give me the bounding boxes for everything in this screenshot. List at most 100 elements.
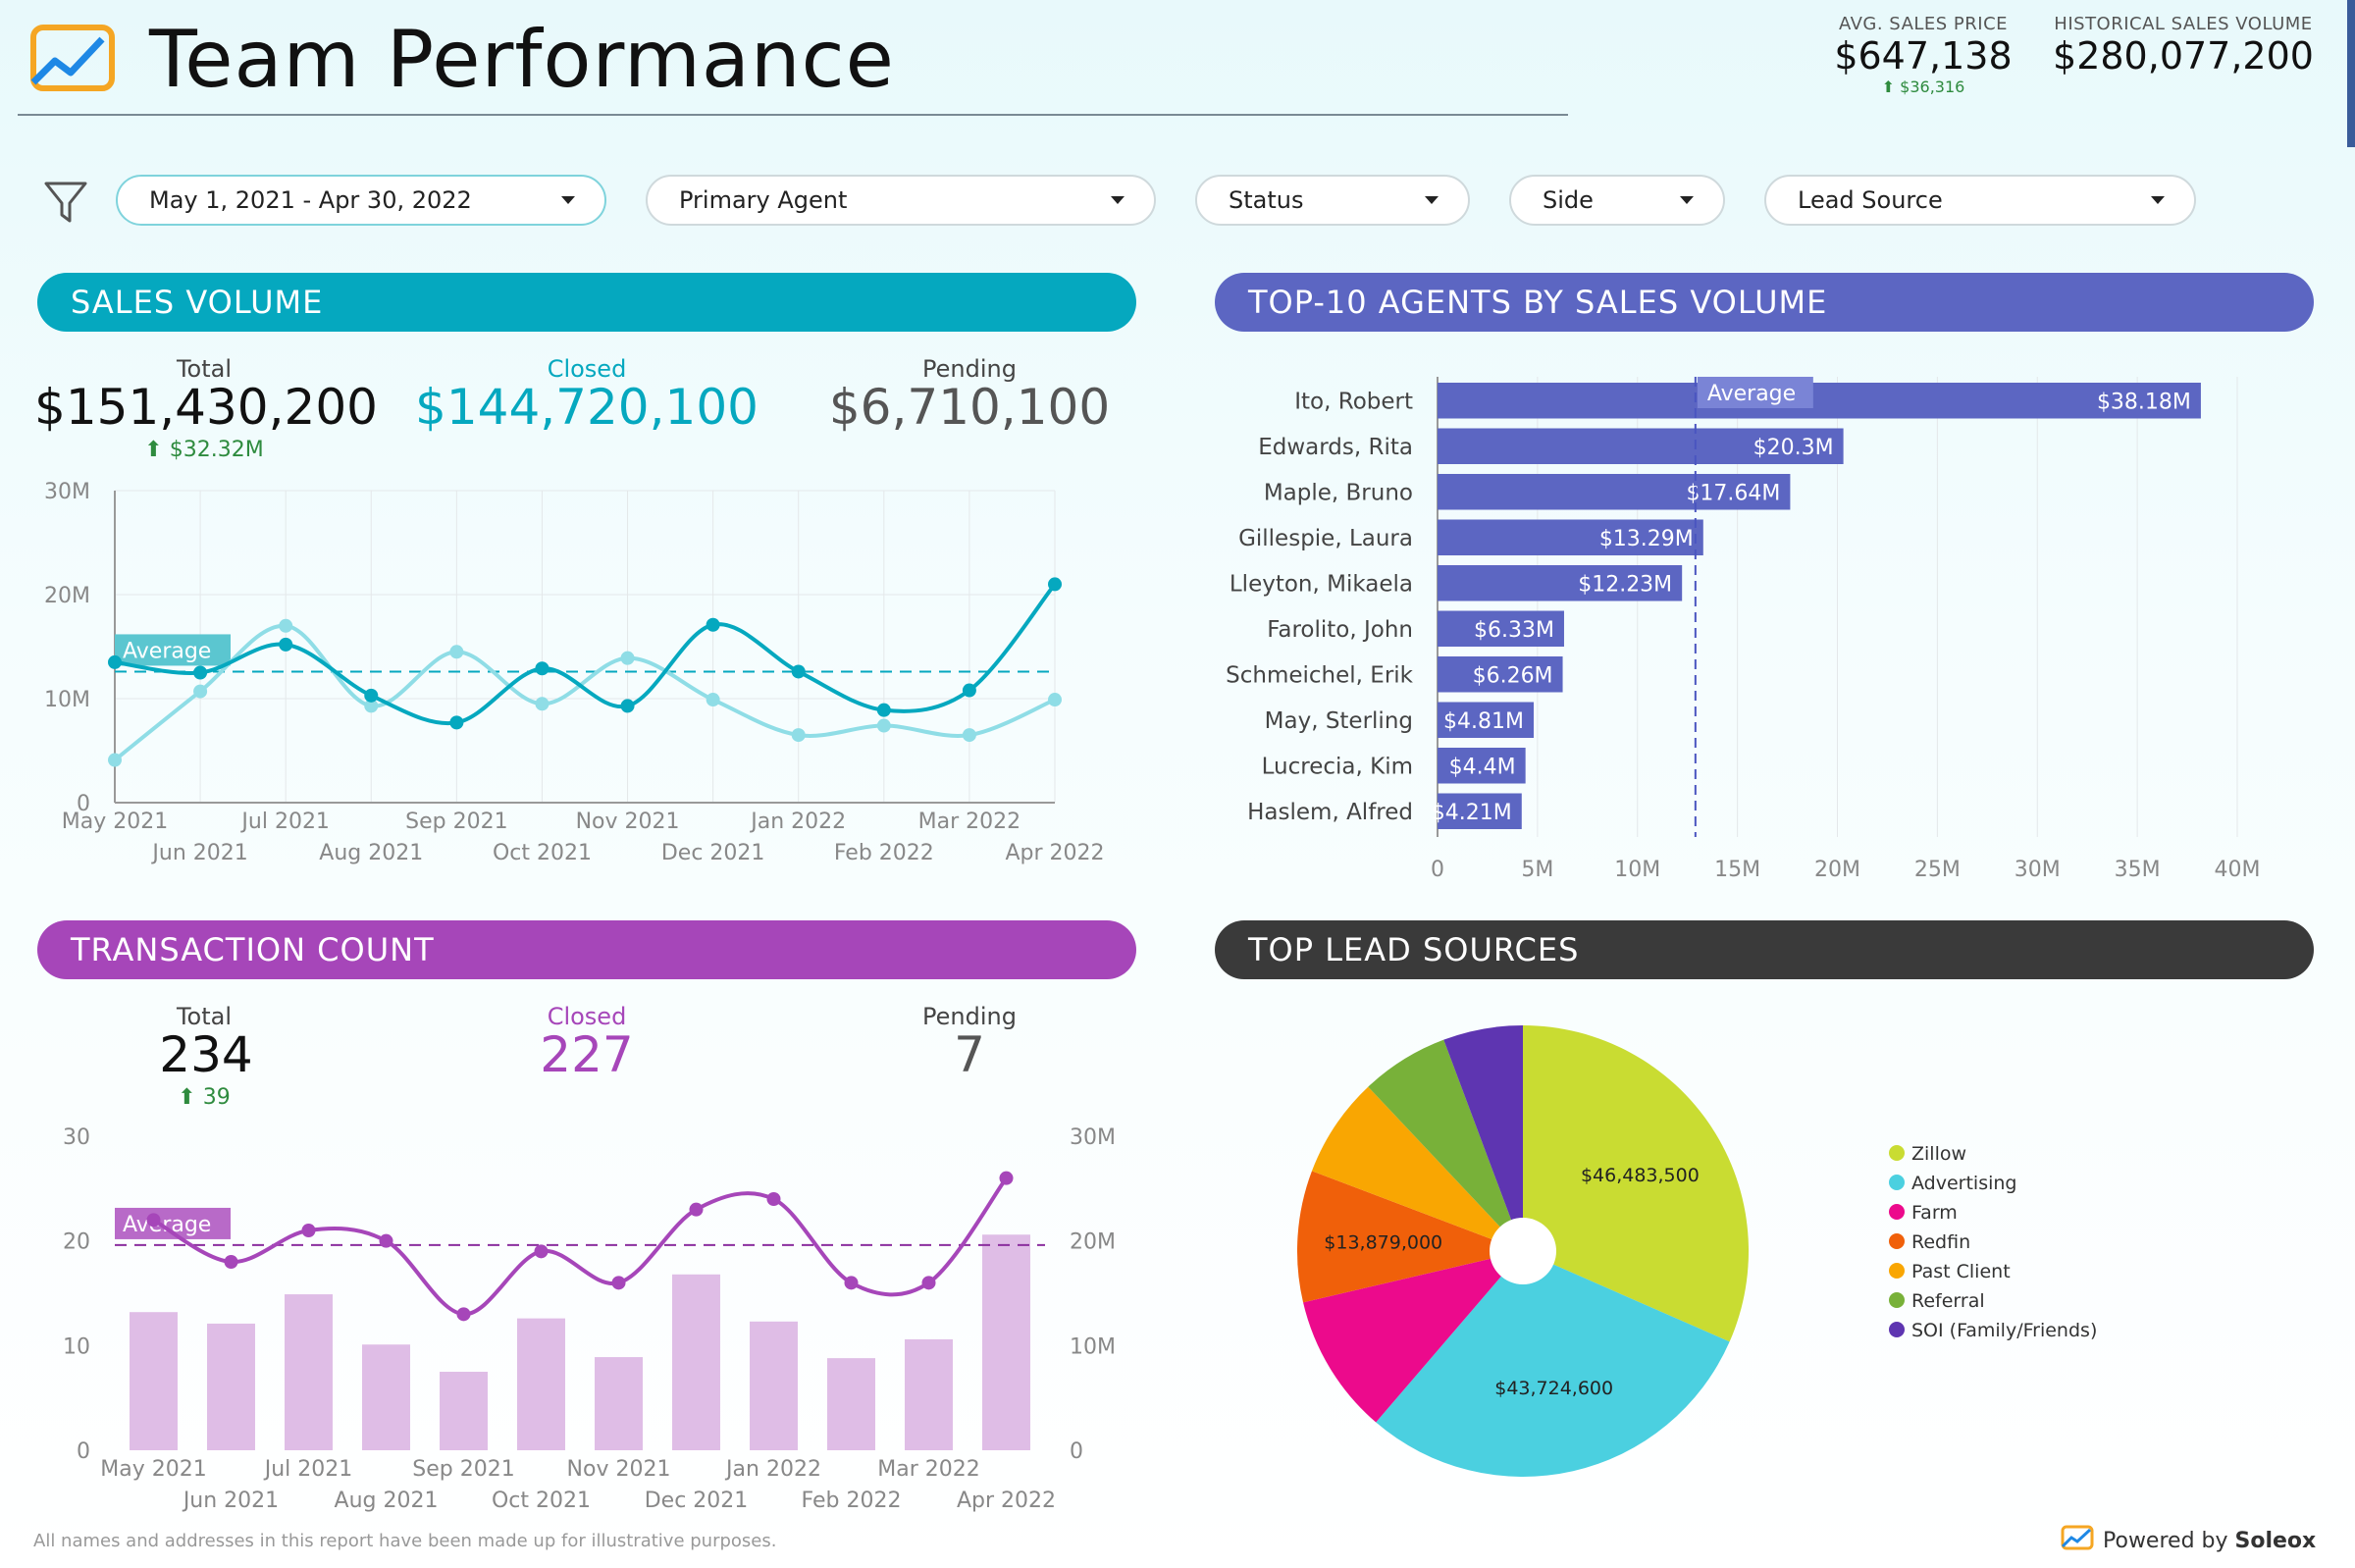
data-point <box>962 728 976 743</box>
x-tick-label: 5M <box>1521 858 1553 882</box>
x-tick-label: 30M <box>2015 858 2061 882</box>
pie-slice <box>1523 1025 1749 1342</box>
sv-pending-label: Pending <box>922 355 1017 383</box>
page-title: Team Performance <box>149 14 895 105</box>
bar <box>1438 748 1526 784</box>
soleox-logo-icon <box>2061 1525 2096 1558</box>
y-tick-label-left: 10 <box>63 1334 90 1359</box>
tc-total-delta: ⬆ 39 <box>57 1085 351 1110</box>
slice-label: $13,879,000 <box>1324 1232 1442 1254</box>
side-filter[interactable]: Side <box>1509 175 1725 226</box>
data-point <box>224 1255 238 1269</box>
x-tick-label: Mar 2022 <box>877 1457 980 1482</box>
series-line-2 <box>113 623 1056 762</box>
data-point <box>364 688 379 703</box>
date-range-filter[interactable]: May 1, 2021 - Apr 30, 2022 <box>116 175 606 226</box>
average-badge <box>1697 377 1813 408</box>
status-filter[interactable]: Status <box>1195 175 1470 226</box>
y-tick-label-right: 30M <box>1070 1125 1116 1150</box>
slice-label: $46,483,500 <box>1581 1165 1700 1186</box>
bar <box>982 1234 1030 1450</box>
data-point <box>146 1213 161 1228</box>
data-point <box>1048 693 1062 707</box>
x-tick-label: 25M <box>1914 858 1961 882</box>
up-arrow-icon: ⬆ <box>144 438 163 462</box>
powered-by-text: Powered by Soleox <box>2103 1529 2317 1553</box>
bar <box>672 1274 720 1450</box>
x-tick-label: 20M <box>1814 858 1860 882</box>
legend-swatch <box>1889 1263 1905 1279</box>
data-point <box>534 1244 549 1259</box>
avg-sales-price-delta-value: $36,316 <box>1900 78 1965 96</box>
up-arrow-icon: ⬆ <box>1881 78 1896 96</box>
bar <box>207 1323 255 1450</box>
x-tick-label: Jan 2022 <box>724 1457 821 1482</box>
avg-sales-price-value: $647,138 <box>1834 34 2013 78</box>
tc-pending-label: Pending <box>922 1003 1017 1030</box>
lead-sources-header: TOP LEAD SOURCES <box>1215 920 2314 979</box>
legend-swatch <box>1889 1204 1905 1220</box>
tc-total-value: 234 <box>159 1026 253 1083</box>
tc-closed-value: 227 <box>540 1026 634 1083</box>
data-point <box>449 645 464 659</box>
data-point <box>364 699 379 713</box>
historical-sales-kpi: HISTORICAL SALES VOLUME $280,077,200 <box>2051 14 2316 78</box>
legend-label: Referral <box>1911 1290 1985 1312</box>
average-label: Average <box>123 1213 211 1237</box>
pie-slice <box>1311 1086 1523 1251</box>
average-label: Average <box>1707 382 1796 406</box>
legend-label: Advertising <box>1911 1173 2016 1194</box>
chevron-down-icon <box>1680 196 1694 204</box>
bar <box>1438 519 1703 555</box>
pie-center <box>1490 1218 1556 1284</box>
primary-agent-filter[interactable]: Primary Agent <box>646 175 1156 226</box>
lead-source-filter[interactable]: Lead Source <box>1764 175 2196 226</box>
legend-label: Zillow <box>1911 1143 1966 1165</box>
x-tick-label: Jul 2021 <box>239 810 330 834</box>
transaction-count-header: TRANSACTION COUNT <box>37 920 1136 979</box>
category-label: Schmeichel, Erik <box>1226 662 1414 688</box>
y-tick-label: 30M <box>44 480 90 504</box>
filter-icon[interactable] <box>43 180 88 229</box>
trend-logo-icon <box>29 24 118 100</box>
pie-slice <box>1443 1025 1523 1251</box>
data-point <box>108 654 122 669</box>
lead-sources-chart: $46,483,500 $43,724,600 $13,879,000 Zillow A… <box>1297 1025 2097 1477</box>
data-point <box>611 1276 626 1290</box>
data-point <box>791 664 806 679</box>
value-label: $6.26M <box>1473 663 1553 688</box>
chevron-down-icon <box>2151 196 2165 204</box>
data-point <box>620 651 635 665</box>
data-point <box>876 703 891 717</box>
legend-swatch <box>1889 1145 1905 1161</box>
x-tick-label: 10M <box>1614 858 1660 882</box>
bar <box>517 1318 565 1450</box>
historical-sales-value: $280,077,200 <box>2053 34 2314 78</box>
chevron-down-icon <box>561 196 575 204</box>
x-tick-label: 40M <box>2215 858 2261 882</box>
scroll-edge <box>2347 0 2355 147</box>
pie-slice <box>1297 1171 1523 1303</box>
lead-source-label: Lead Source <box>1798 186 1943 214</box>
bar <box>595 1357 643 1450</box>
x-tick-label: Jan 2022 <box>749 810 846 834</box>
x-tick-label: Nov 2021 <box>567 1457 671 1482</box>
category-label: Lleyton, Mikaela <box>1230 571 1413 597</box>
value-label: $13.29M <box>1599 527 1694 551</box>
x-tick-label: 15M <box>1714 858 1760 882</box>
x-tick-label: Oct 2021 <box>493 841 592 865</box>
category-label: Gillespie, Laura <box>1238 526 1413 551</box>
x-tick-label: May 2021 <box>100 1457 206 1482</box>
series-line-1 <box>114 583 1057 726</box>
category-label: May, Sterling <box>1265 708 1413 734</box>
pie-slice <box>1368 1039 1523 1251</box>
category-label: Ito, Robert <box>1294 389 1413 414</box>
data-point <box>301 1224 316 1237</box>
data-point <box>193 665 208 680</box>
up-arrow-icon: ⬆ <box>178 1085 196 1110</box>
avg-sales-price-kpi: AVG. SALES PRICE $647,138 ⬆ $36,316 <box>1815 14 2031 96</box>
legend-swatch <box>1889 1322 1905 1337</box>
bar <box>1438 702 1535 738</box>
legend-swatch <box>1889 1292 1905 1308</box>
bar <box>750 1321 798 1450</box>
